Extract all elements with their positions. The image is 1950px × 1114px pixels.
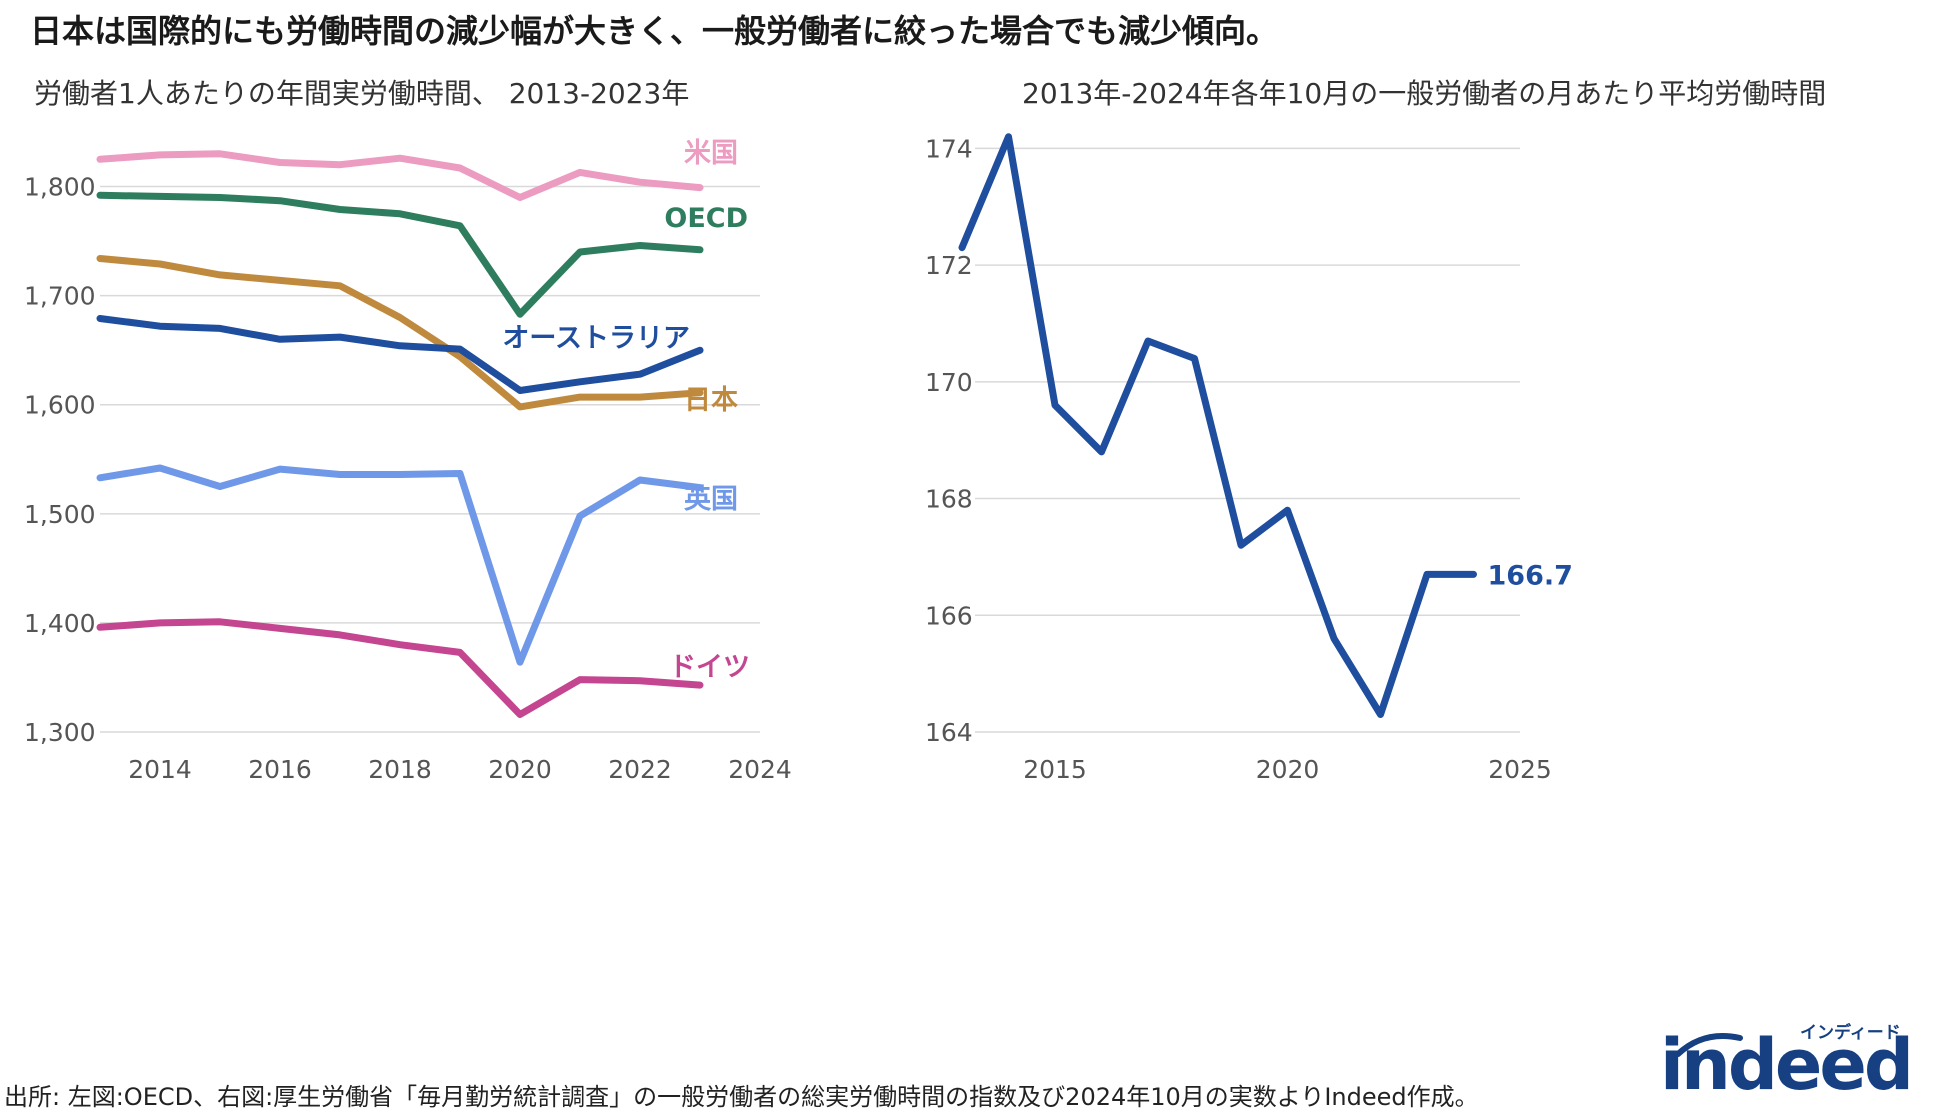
x-tick-label: 2018 xyxy=(368,755,432,784)
y-tick-label: 172 xyxy=(925,251,973,280)
logo-tagline: インディード xyxy=(1800,1023,1901,1043)
x-tick-label: 2016 xyxy=(248,755,312,784)
right-line-chart: 164 166 168 170 172 174 2015 2020 2025 166.7 xyxy=(925,133,1573,784)
left-line-chart: 1,300 1,400 1,500 1,600 1,700 1,800 2014 2016 20… xyxy=(24,138,792,784)
main-title: 日本は国際的にも労働時間の減少幅が大きく、一般労働者に絞った場合でも減少傾向。 xyxy=(30,12,1279,50)
x-tick-label: 2014 xyxy=(128,755,192,784)
series-label: 日本 xyxy=(684,385,738,416)
y-tick-label: 174 xyxy=(925,134,973,163)
series-line-米国 xyxy=(96,150,704,201)
right-chart-title: 2013年-2024年各年10月の一般労働者の月あたり平均労働時間 xyxy=(1022,77,1827,110)
series-line-日本 xyxy=(96,255,704,411)
series-line-一般労働者 xyxy=(958,133,1477,718)
series-label: 米国 xyxy=(684,138,738,169)
series-label: オーストラリア xyxy=(502,323,690,354)
series-line-ドイツ xyxy=(96,618,704,718)
y-tick-label: 1,700 xyxy=(24,282,96,311)
y-tick-label: 168 xyxy=(925,485,973,514)
y-tick-label: 1,300 xyxy=(24,718,96,747)
y-tick-label: 164 xyxy=(925,718,973,747)
logo-arc-icon xyxy=(1675,1033,1743,1057)
x-tick-label: 2022 xyxy=(608,755,672,784)
series-line-OECD xyxy=(96,191,704,318)
y-tick-label: 170 xyxy=(925,368,973,397)
series-label: OECD xyxy=(664,203,748,234)
indeed-logo: インディード indeed xyxy=(1660,1018,1930,1108)
y-tick-label: 1,500 xyxy=(24,500,96,529)
logo-wordmark: indeed xyxy=(1660,1024,1914,1106)
left-chart-title: 労働者1人あたりの年間実労働時間、 2013-2023年 xyxy=(34,77,690,110)
x-tick-label: 2024 xyxy=(728,755,792,784)
y-tick-label: 1,800 xyxy=(24,173,96,202)
x-tick-label: 2015 xyxy=(1023,755,1087,784)
x-tick-label: 2020 xyxy=(1256,755,1320,784)
y-tick-label: 1,400 xyxy=(24,609,96,638)
series-line-オーストラリア xyxy=(96,315,704,394)
y-tick-label: 166 xyxy=(925,601,973,630)
end-value-label: 166.7 xyxy=(1488,560,1573,591)
y-tick-label: 1,600 xyxy=(24,391,96,420)
series-label: ドイツ xyxy=(669,652,750,683)
series-label: 英国 xyxy=(684,484,738,515)
series-line-英国 xyxy=(96,464,704,666)
x-tick-label: 2020 xyxy=(488,755,552,784)
x-tick-label: 2025 xyxy=(1488,755,1552,784)
footer-source: 出所: 左図:OECD、右図:厚生労働省「毎月勤労統計調査」の一般労働者の総実労… xyxy=(4,1083,1479,1111)
